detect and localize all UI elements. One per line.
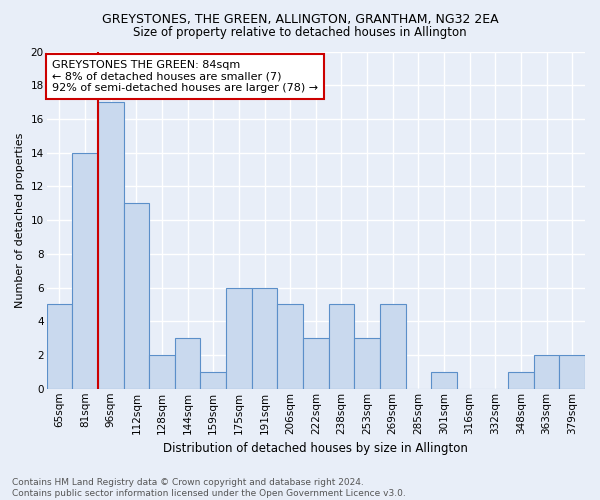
Y-axis label: Number of detached properties: Number of detached properties xyxy=(15,132,25,308)
Bar xyxy=(277,304,303,389)
Bar xyxy=(98,102,124,389)
Bar xyxy=(431,372,457,389)
Bar xyxy=(303,338,329,389)
Bar xyxy=(380,304,406,389)
Text: Contains HM Land Registry data © Crown copyright and database right 2024.
Contai: Contains HM Land Registry data © Crown c… xyxy=(12,478,406,498)
Bar xyxy=(559,355,585,389)
Bar xyxy=(226,288,251,389)
Bar xyxy=(200,372,226,389)
Bar xyxy=(72,152,98,389)
X-axis label: Distribution of detached houses by size in Allington: Distribution of detached houses by size … xyxy=(163,442,468,455)
Bar xyxy=(354,338,380,389)
Bar xyxy=(251,288,277,389)
Bar xyxy=(329,304,354,389)
Bar xyxy=(124,204,149,389)
Text: GREYSTONES THE GREEN: 84sqm
← 8% of detached houses are smaller (7)
92% of semi-: GREYSTONES THE GREEN: 84sqm ← 8% of deta… xyxy=(52,60,318,93)
Text: GREYSTONES, THE GREEN, ALLINGTON, GRANTHAM, NG32 2EA: GREYSTONES, THE GREEN, ALLINGTON, GRANTH… xyxy=(101,12,499,26)
Bar xyxy=(508,372,534,389)
Bar xyxy=(47,304,72,389)
Bar xyxy=(149,355,175,389)
Text: Size of property relative to detached houses in Allington: Size of property relative to detached ho… xyxy=(133,26,467,39)
Bar xyxy=(175,338,200,389)
Bar xyxy=(534,355,559,389)
